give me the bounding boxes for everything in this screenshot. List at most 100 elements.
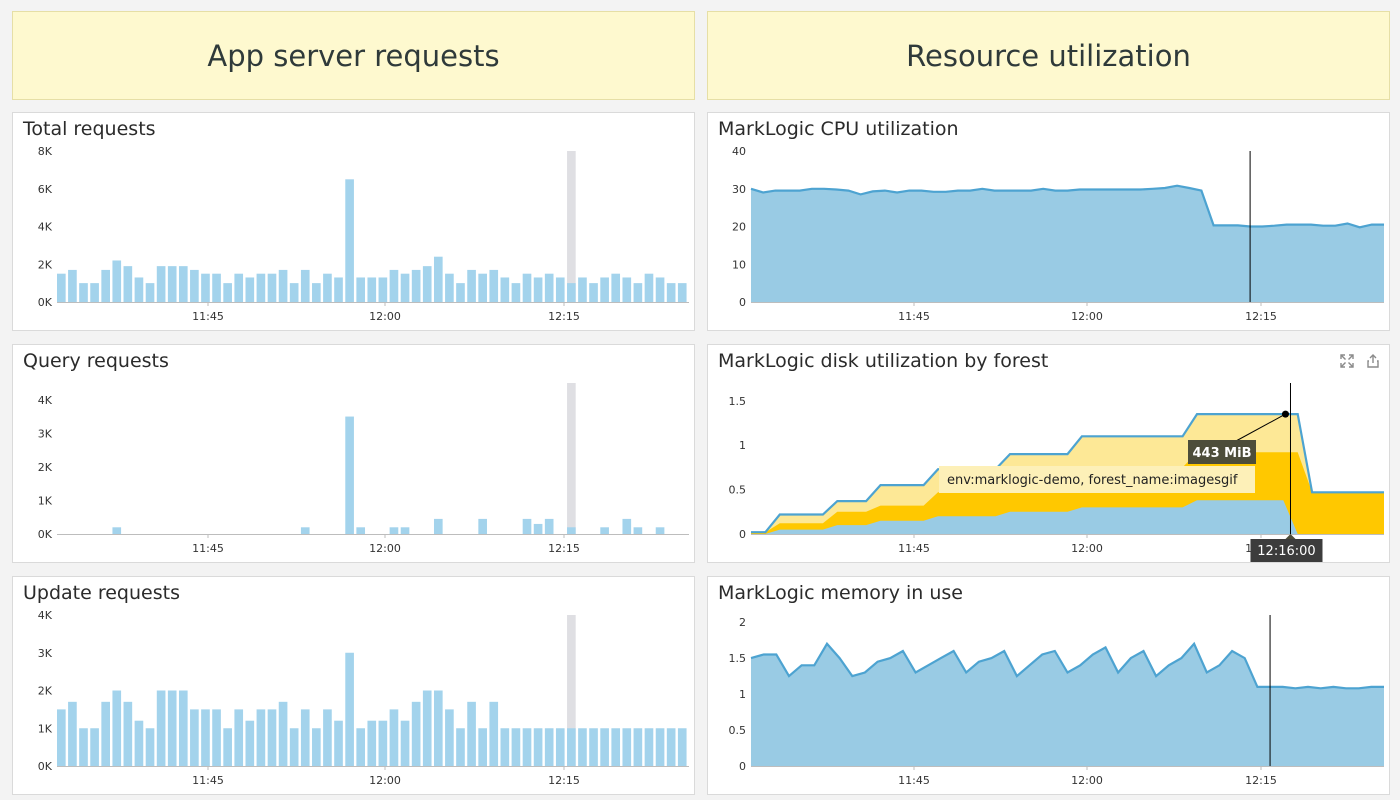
bar[interactable] <box>411 701 421 766</box>
bar[interactable] <box>256 709 266 766</box>
bar[interactable] <box>467 701 476 766</box>
bar[interactable] <box>212 273 221 302</box>
bar[interactable] <box>112 527 122 534</box>
bar[interactable] <box>245 720 255 766</box>
bar[interactable] <box>156 690 166 767</box>
bar[interactable] <box>334 277 343 302</box>
bar[interactable] <box>478 273 487 302</box>
bar[interactable] <box>367 720 377 766</box>
bar[interactable] <box>190 269 199 302</box>
bar[interactable] <box>234 709 244 766</box>
bar[interactable] <box>234 273 244 302</box>
bar[interactable] <box>478 728 487 766</box>
bar[interactable] <box>422 266 432 302</box>
bar[interactable] <box>655 728 665 766</box>
bar[interactable] <box>300 527 310 534</box>
bar[interactable] <box>666 283 676 302</box>
update-requests-chart[interactable]: 0K 1K 2K 3K 4K 11:45 12:00 12:15 <box>13 577 696 796</box>
bar[interactable] <box>223 283 232 302</box>
bar[interactable] <box>522 518 532 534</box>
bar[interactable] <box>156 266 166 302</box>
bar[interactable] <box>223 728 232 766</box>
share-icon[interactable] <box>1365 353 1381 369</box>
bar[interactable] <box>289 283 299 302</box>
bar[interactable] <box>633 283 643 302</box>
bar[interactable] <box>278 701 288 766</box>
bar[interactable] <box>600 527 609 534</box>
bar[interactable] <box>622 518 632 534</box>
bar[interactable] <box>178 266 188 302</box>
bar[interactable] <box>79 283 88 302</box>
bar[interactable] <box>567 527 576 534</box>
bar[interactable] <box>544 518 554 534</box>
bar[interactable] <box>112 690 122 767</box>
bar[interactable] <box>644 273 654 302</box>
bar[interactable] <box>677 283 687 302</box>
bar[interactable] <box>57 709 66 766</box>
bar[interactable] <box>167 690 177 767</box>
bar[interactable] <box>533 277 543 302</box>
series-line[interactable] <box>750 641 1384 690</box>
series-line-imagesgif[interactable] <box>751 413 1384 534</box>
bar[interactable] <box>68 701 77 766</box>
bar[interactable] <box>378 720 388 766</box>
bar[interactable] <box>611 728 621 766</box>
bar[interactable] <box>433 518 443 534</box>
bar[interactable] <box>445 709 454 766</box>
bar[interactable] <box>323 273 332 302</box>
bar[interactable] <box>655 277 665 302</box>
bar[interactable] <box>68 269 77 302</box>
bar[interactable] <box>489 701 499 766</box>
query-requests-panel[interactable]: Query requests 0K 1K 2K 3K 4K 11:45 12:00 12:15 <box>12 344 695 563</box>
bar[interactable] <box>256 273 266 302</box>
bar[interactable] <box>201 273 210 302</box>
bar[interactable] <box>245 277 255 302</box>
bar[interactable] <box>422 690 432 767</box>
bar[interactable] <box>123 266 133 302</box>
bar[interactable] <box>578 728 587 766</box>
series-line[interactable] <box>750 184 1384 229</box>
expand-icon[interactable] <box>1339 353 1355 369</box>
bar[interactable] <box>511 283 521 302</box>
total-requests-panel[interactable]: Total requests 0K 2K 4K 6K 8K 11:45 12:00 12:15 <box>12 112 695 331</box>
bar[interactable] <box>567 283 576 302</box>
bar[interactable] <box>666 728 676 766</box>
bar[interactable] <box>345 416 354 534</box>
bar[interactable] <box>167 266 177 302</box>
bar[interactable] <box>445 273 454 302</box>
bar[interactable] <box>633 728 643 766</box>
bar[interactable] <box>500 277 510 302</box>
bar[interactable] <box>467 269 476 302</box>
update-requests-panel[interactable]: Update requests 0K 1K 2K 3K 4K 11:45 12:00 12:1… <box>12 576 695 795</box>
bar[interactable] <box>79 728 88 766</box>
bar[interactable] <box>90 728 99 766</box>
bar[interactable] <box>500 728 510 766</box>
bar[interactable] <box>312 283 321 302</box>
bar[interactable] <box>533 523 543 534</box>
bar[interactable] <box>389 269 399 302</box>
bar[interactable] <box>456 283 465 302</box>
bar[interactable] <box>389 527 399 534</box>
total-requests-chart[interactable]: 0K 2K 4K 6K 8K 11:45 12:00 12:15 <box>13 113 696 332</box>
bar[interactable] <box>123 701 133 766</box>
bar[interactable] <box>101 269 110 302</box>
query-requests-chart[interactable]: 0K 1K 2K 3K 4K 11:45 12:00 12:15 <box>13 345 696 564</box>
bar[interactable] <box>400 273 410 302</box>
bar[interactable] <box>178 690 188 767</box>
bar[interactable] <box>589 728 598 766</box>
bar[interactable] <box>134 720 144 766</box>
bar[interactable] <box>655 527 665 534</box>
bar[interactable] <box>555 728 565 766</box>
bar[interactable] <box>267 709 277 766</box>
bar[interactable] <box>323 709 332 766</box>
bar[interactable] <box>400 527 410 534</box>
bar[interactable] <box>145 283 155 302</box>
bar[interactable] <box>600 728 609 766</box>
bar[interactable] <box>611 273 621 302</box>
bar[interactable] <box>567 728 576 766</box>
bar[interactable] <box>300 269 310 302</box>
bar[interactable] <box>145 728 155 766</box>
bar[interactable] <box>278 269 288 302</box>
bar[interactable] <box>190 709 199 766</box>
disk-utilization-panel[interactable]: MarkLogic disk utilization by forest 0 0.… <box>707 344 1390 563</box>
